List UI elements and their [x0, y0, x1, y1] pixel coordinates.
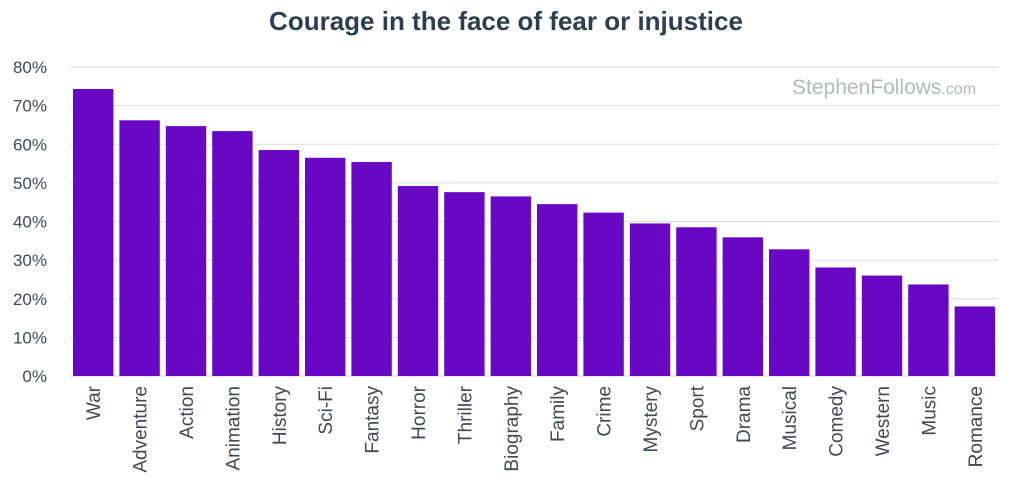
- x-category-label: Western: [873, 386, 894, 456]
- x-category-label: Sci-Fi: [316, 386, 337, 435]
- bar-adventure: [119, 120, 160, 376]
- bar-action: [165, 126, 207, 376]
- bar-history: [258, 150, 299, 376]
- x-category-label: Comedy: [827, 386, 848, 457]
- bar-family: [537, 204, 578, 376]
- x-category-label: Animation: [223, 386, 244, 471]
- x-category-label: War: [84, 385, 105, 420]
- bar-sport: [676, 227, 717, 376]
- bar-romance: [954, 306, 995, 376]
- x-category-label: Action: [177, 386, 198, 439]
- x-category-label: Drama: [734, 386, 755, 443]
- bar-western: [861, 275, 903, 376]
- chart-title: Courage in the face of fear or injustice: [269, 6, 743, 36]
- x-category-label: Horror: [409, 385, 430, 440]
- x-category-label: Biography: [502, 386, 523, 472]
- y-tick-label: 20%: [13, 290, 47, 309]
- x-category-label: Mystery: [641, 386, 662, 453]
- bar-sci-fi: [305, 157, 346, 376]
- bar-comedy: [815, 267, 856, 376]
- y-tick-label: 70%: [13, 97, 47, 116]
- bar-drama: [722, 237, 763, 376]
- y-tick-label: 10%: [13, 328, 47, 347]
- y-tick-label: 60%: [13, 135, 47, 154]
- x-category-label: Adventure: [131, 386, 152, 473]
- x-category-label: Romance: [966, 386, 987, 467]
- bar-musical: [769, 249, 810, 376]
- y-tick-label: 80%: [13, 58, 47, 77]
- y-tick-label: 0%: [22, 367, 47, 386]
- bar-music: [908, 284, 949, 376]
- y-tick-label: 50%: [13, 174, 47, 193]
- bar-war: [73, 89, 114, 377]
- bar-mystery: [629, 223, 671, 376]
- y-tick-label: 40%: [13, 213, 47, 232]
- bar-horror: [397, 185, 439, 376]
- x-category-label: Crime: [595, 386, 616, 437]
- y-tick-label: 30%: [13, 251, 47, 270]
- x-category-label: History: [270, 386, 291, 446]
- x-category-label: Thriller: [455, 385, 476, 444]
- bar-thriller: [444, 192, 485, 376]
- x-category-label: Sport: [687, 385, 708, 431]
- watermark: StephenFollows.com: [792, 76, 976, 100]
- bar-fantasy: [351, 162, 392, 376]
- x-category-label: Fantasy: [363, 386, 384, 454]
- x-category-label: Music: [919, 386, 940, 436]
- watermark-main: StephenFollows: [792, 76, 942, 99]
- watermark-suffix: .com: [941, 81, 977, 98]
- x-category-label: Musical: [780, 386, 801, 450]
- bar-biography: [490, 196, 531, 376]
- bar-animation: [212, 131, 253, 376]
- x-category-label: Family: [548, 386, 569, 442]
- bar-crime: [583, 212, 624, 376]
